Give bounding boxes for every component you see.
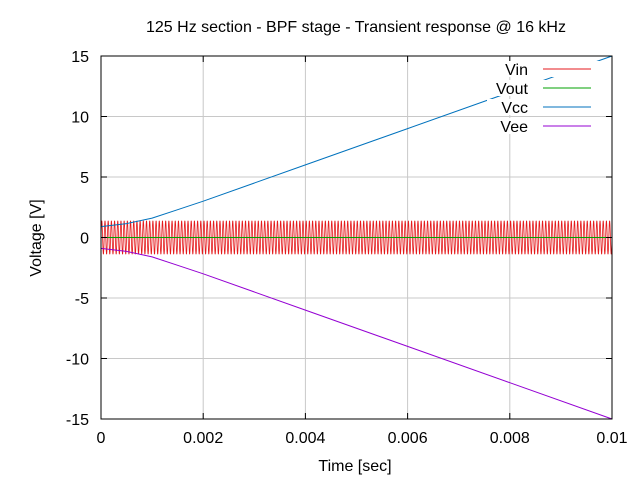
axis-ticks: 0 0.002 0.004 0.006 0.008 0.01 -15 -10 -5 0 5 10 15 — [66, 49, 628, 447]
series-line-vee — [100, 247, 613, 420]
x-axis-label: Time [sec] — [318, 458, 391, 475]
y-tick-label: 10 — [71, 110, 89, 127]
legend: Vin Vout Vcc Vee — [487, 61, 605, 136]
y-tick-label: -15 — [66, 412, 89, 429]
y-tick-label: -10 — [66, 352, 89, 369]
y-tick-label: 15 — [71, 49, 89, 66]
x-tick-label: 0.008 — [490, 430, 530, 447]
legend-label-vcc: Vcc — [501, 100, 528, 117]
legend-label-vin: Vin — [505, 62, 528, 79]
legend-label-vout: Vout — [496, 81, 529, 98]
y-axis-label: Voltage [V] — [28, 199, 45, 276]
legend-label-vee: Vee — [500, 119, 528, 136]
series-line-vcc — [100, 55, 613, 228]
x-tick-label: 0.002 — [183, 430, 223, 447]
chart-title: 125 Hz section - BPF stage - Transient r… — [146, 19, 566, 36]
x-tick-label: 0.006 — [388, 430, 428, 447]
y-tick-label: -5 — [75, 291, 89, 308]
x-tick-label: 0.01 — [596, 430, 627, 447]
x-tick-label: 0 — [97, 430, 106, 447]
plot-series — [100, 55, 613, 420]
y-tick-label: 5 — [80, 170, 89, 187]
x-tick-label: 0.004 — [285, 430, 325, 447]
y-tick-label: 0 — [80, 231, 89, 248]
